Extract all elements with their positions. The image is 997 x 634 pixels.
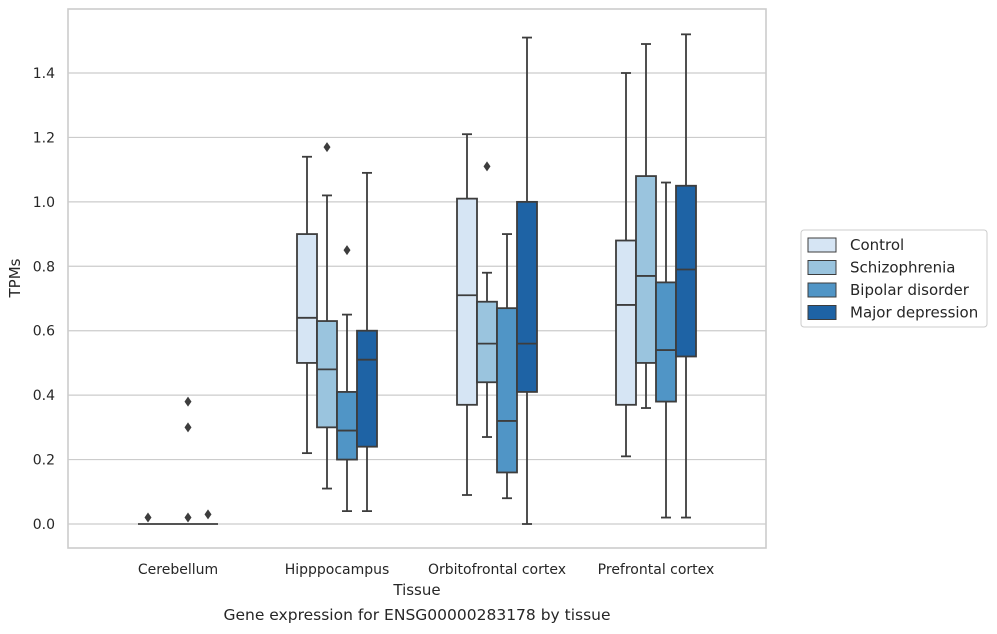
box-schizophrenia (316, 142, 338, 490)
box-body (296, 233, 318, 364)
box-schizophrenia (476, 161, 498, 438)
box-major-depression (198, 509, 218, 525)
box-body (496, 307, 518, 474)
box-body (615, 239, 637, 406)
box-major-depression (516, 36, 538, 525)
x-tick-label: Prefrontal cortex (598, 562, 715, 578)
box-body (456, 197, 478, 406)
y-tick-label: 0.0 (33, 517, 55, 533)
y-tick-label: 0.4 (33, 388, 55, 404)
outlier-point (144, 512, 152, 523)
legend-label: Major depression (850, 304, 978, 322)
box-body (316, 320, 338, 429)
legend-swatch (807, 282, 837, 298)
box-body (356, 329, 378, 448)
box-schizophrenia (635, 43, 657, 409)
legend-frame (800, 229, 988, 328)
legend-swatch (807, 237, 837, 253)
box-body (516, 200, 538, 393)
outlier-point (323, 142, 331, 153)
box-control (296, 155, 318, 455)
y-tick-label: 1.2 (33, 130, 55, 146)
y-tick-label: 0.2 (33, 453, 55, 469)
x-tick-label: Cerebellum (138, 562, 218, 578)
legend-swatch (807, 305, 837, 320)
outlier-point (204, 509, 212, 520)
x-tick-labels: Cerebellum Hipppocampus Orbitofrontal cort… (138, 562, 714, 578)
outlier-point (343, 245, 351, 256)
outlier-point (184, 422, 192, 433)
y-tick-labels: 0.0 0.2 0.4 0.6 0.8 1.0 1.2 1.4 (33, 66, 55, 533)
box-body (675, 184, 697, 358)
legend: Control Schizophrenia Bipolar disorder Majo… (800, 229, 988, 328)
box-major-depression (356, 171, 378, 513)
x-tick-label: Hipppocampus (285, 562, 390, 578)
y-axis-label: TPMs (6, 258, 24, 298)
box-body (476, 300, 498, 384)
outlier-point (184, 512, 192, 523)
grid-lines (68, 72, 766, 525)
box-bipolar-disorder (178, 396, 198, 525)
outlier-point (483, 161, 491, 172)
boxes (138, 33, 697, 525)
box-body (655, 281, 677, 403)
x-axis-label: Tissue (392, 581, 440, 599)
chart-caption: Gene expression for ENSG00000283178 by t… (223, 606, 611, 624)
box-body (635, 175, 657, 364)
outlier-point (184, 396, 192, 407)
legend-label: Control (850, 236, 904, 254)
y-tick-label: 1.4 (33, 66, 55, 82)
box-major-depression (675, 33, 697, 519)
box-bipolar-disorder (336, 245, 358, 513)
y-tick-label: 0.8 (33, 259, 55, 275)
legend-swatch (807, 260, 837, 275)
y-tick-label: 1.0 (33, 195, 55, 211)
legend-label: Schizophrenia (850, 259, 955, 277)
plot-area (67, 8, 767, 549)
x-tick-label: Orbitofrontal cortex (428, 562, 566, 578)
box-body (336, 391, 358, 461)
y-tick-label: 0.6 (33, 324, 55, 340)
legend-label: Bipolar disorder (850, 281, 970, 299)
box-control (615, 72, 637, 458)
box-control (138, 512, 158, 525)
